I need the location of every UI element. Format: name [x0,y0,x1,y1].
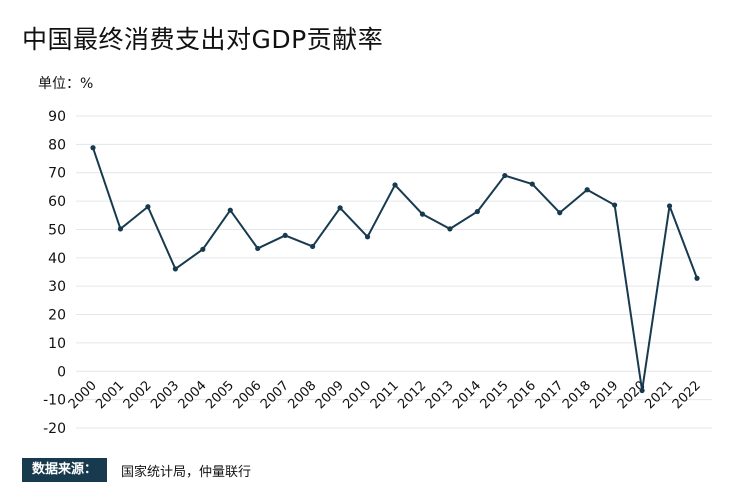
data-point [227,207,233,213]
data-point [694,275,700,281]
chart-title: 中国最终消费支出对GDP贡献率 [22,25,384,54]
data-point [310,243,316,250]
x-tick-label: 2009 [313,378,347,412]
y-tick-label: 10 [48,336,66,352]
y-tick-label: 50 [48,222,66,238]
source-label: 数据来源： [22,458,108,482]
data-point [612,202,618,208]
y-tick-label: 40 [48,251,66,267]
data-point [282,232,288,239]
x-tick-label: 2014 [450,378,484,412]
data-point [639,387,645,394]
unit-label: 单位：% [38,76,94,92]
data-point [666,203,673,209]
x-tick-label: 2017 [533,378,567,412]
x-tick-label: 2006 [231,378,265,412]
y-tick-label: 0 [57,364,66,380]
x-tick-label: 2002 [121,378,155,412]
data-point [502,172,508,179]
x-tick-label: 2022 [670,378,704,412]
y-tick-label: -20 [43,421,66,437]
data-point [145,204,151,210]
grid-lines [76,115,712,429]
x-tick-label: 2001 [93,378,127,412]
x-tick-label: 2000 [66,378,100,412]
y-tick-label: 20 [48,308,66,324]
x-tick-label: 2011 [368,378,402,412]
data-points [90,145,700,394]
data-point [117,226,124,232]
data-point [447,226,453,232]
x-tick-label: 2010 [340,378,374,412]
x-tick-label: 2013 [423,378,457,412]
data-point [557,210,563,216]
data-point [90,145,96,151]
source-text: 国家统计局，仲量联行 [121,464,252,480]
x-axis-ticks: 2000200120022003200420052006200720082009… [66,378,704,412]
y-tick-label: 90 [48,109,66,125]
x-tick-label: 2008 [285,378,319,412]
x-tick-label: 2012 [395,378,429,412]
data-point [364,234,371,240]
data-point [584,187,590,193]
data-point [392,182,398,188]
x-tick-label: 2015 [478,378,512,412]
y-axis-ticks: 90 80 70 60 50 40 30 20 10 0 -10 -20 [43,109,66,437]
x-tick-label: 2007 [258,378,292,412]
x-tick-label: 2021 [642,378,676,412]
x-tick-label: 2005 [203,378,237,412]
y-tick-label: 70 [48,166,66,182]
data-point [419,211,426,217]
x-tick-label: 2016 [505,378,539,412]
data-point [200,246,206,252]
x-tick-label: 2003 [148,378,182,412]
footer: 数据来源： 国家统计局，仲量联行 [22,458,251,482]
y-tick-label: 80 [48,137,66,153]
x-tick-label: 2019 [587,378,621,412]
y-tick-label: 30 [48,279,66,295]
data-point [255,245,261,252]
x-tick-label: 2018 [560,378,594,412]
data-point [172,266,178,272]
y-tick-label: 60 [48,194,66,210]
x-tick-label: 2004 [176,378,210,412]
y-tick-label: -10 [43,393,66,409]
data-point [337,205,343,211]
data-point [529,181,535,187]
data-point [474,208,480,215]
